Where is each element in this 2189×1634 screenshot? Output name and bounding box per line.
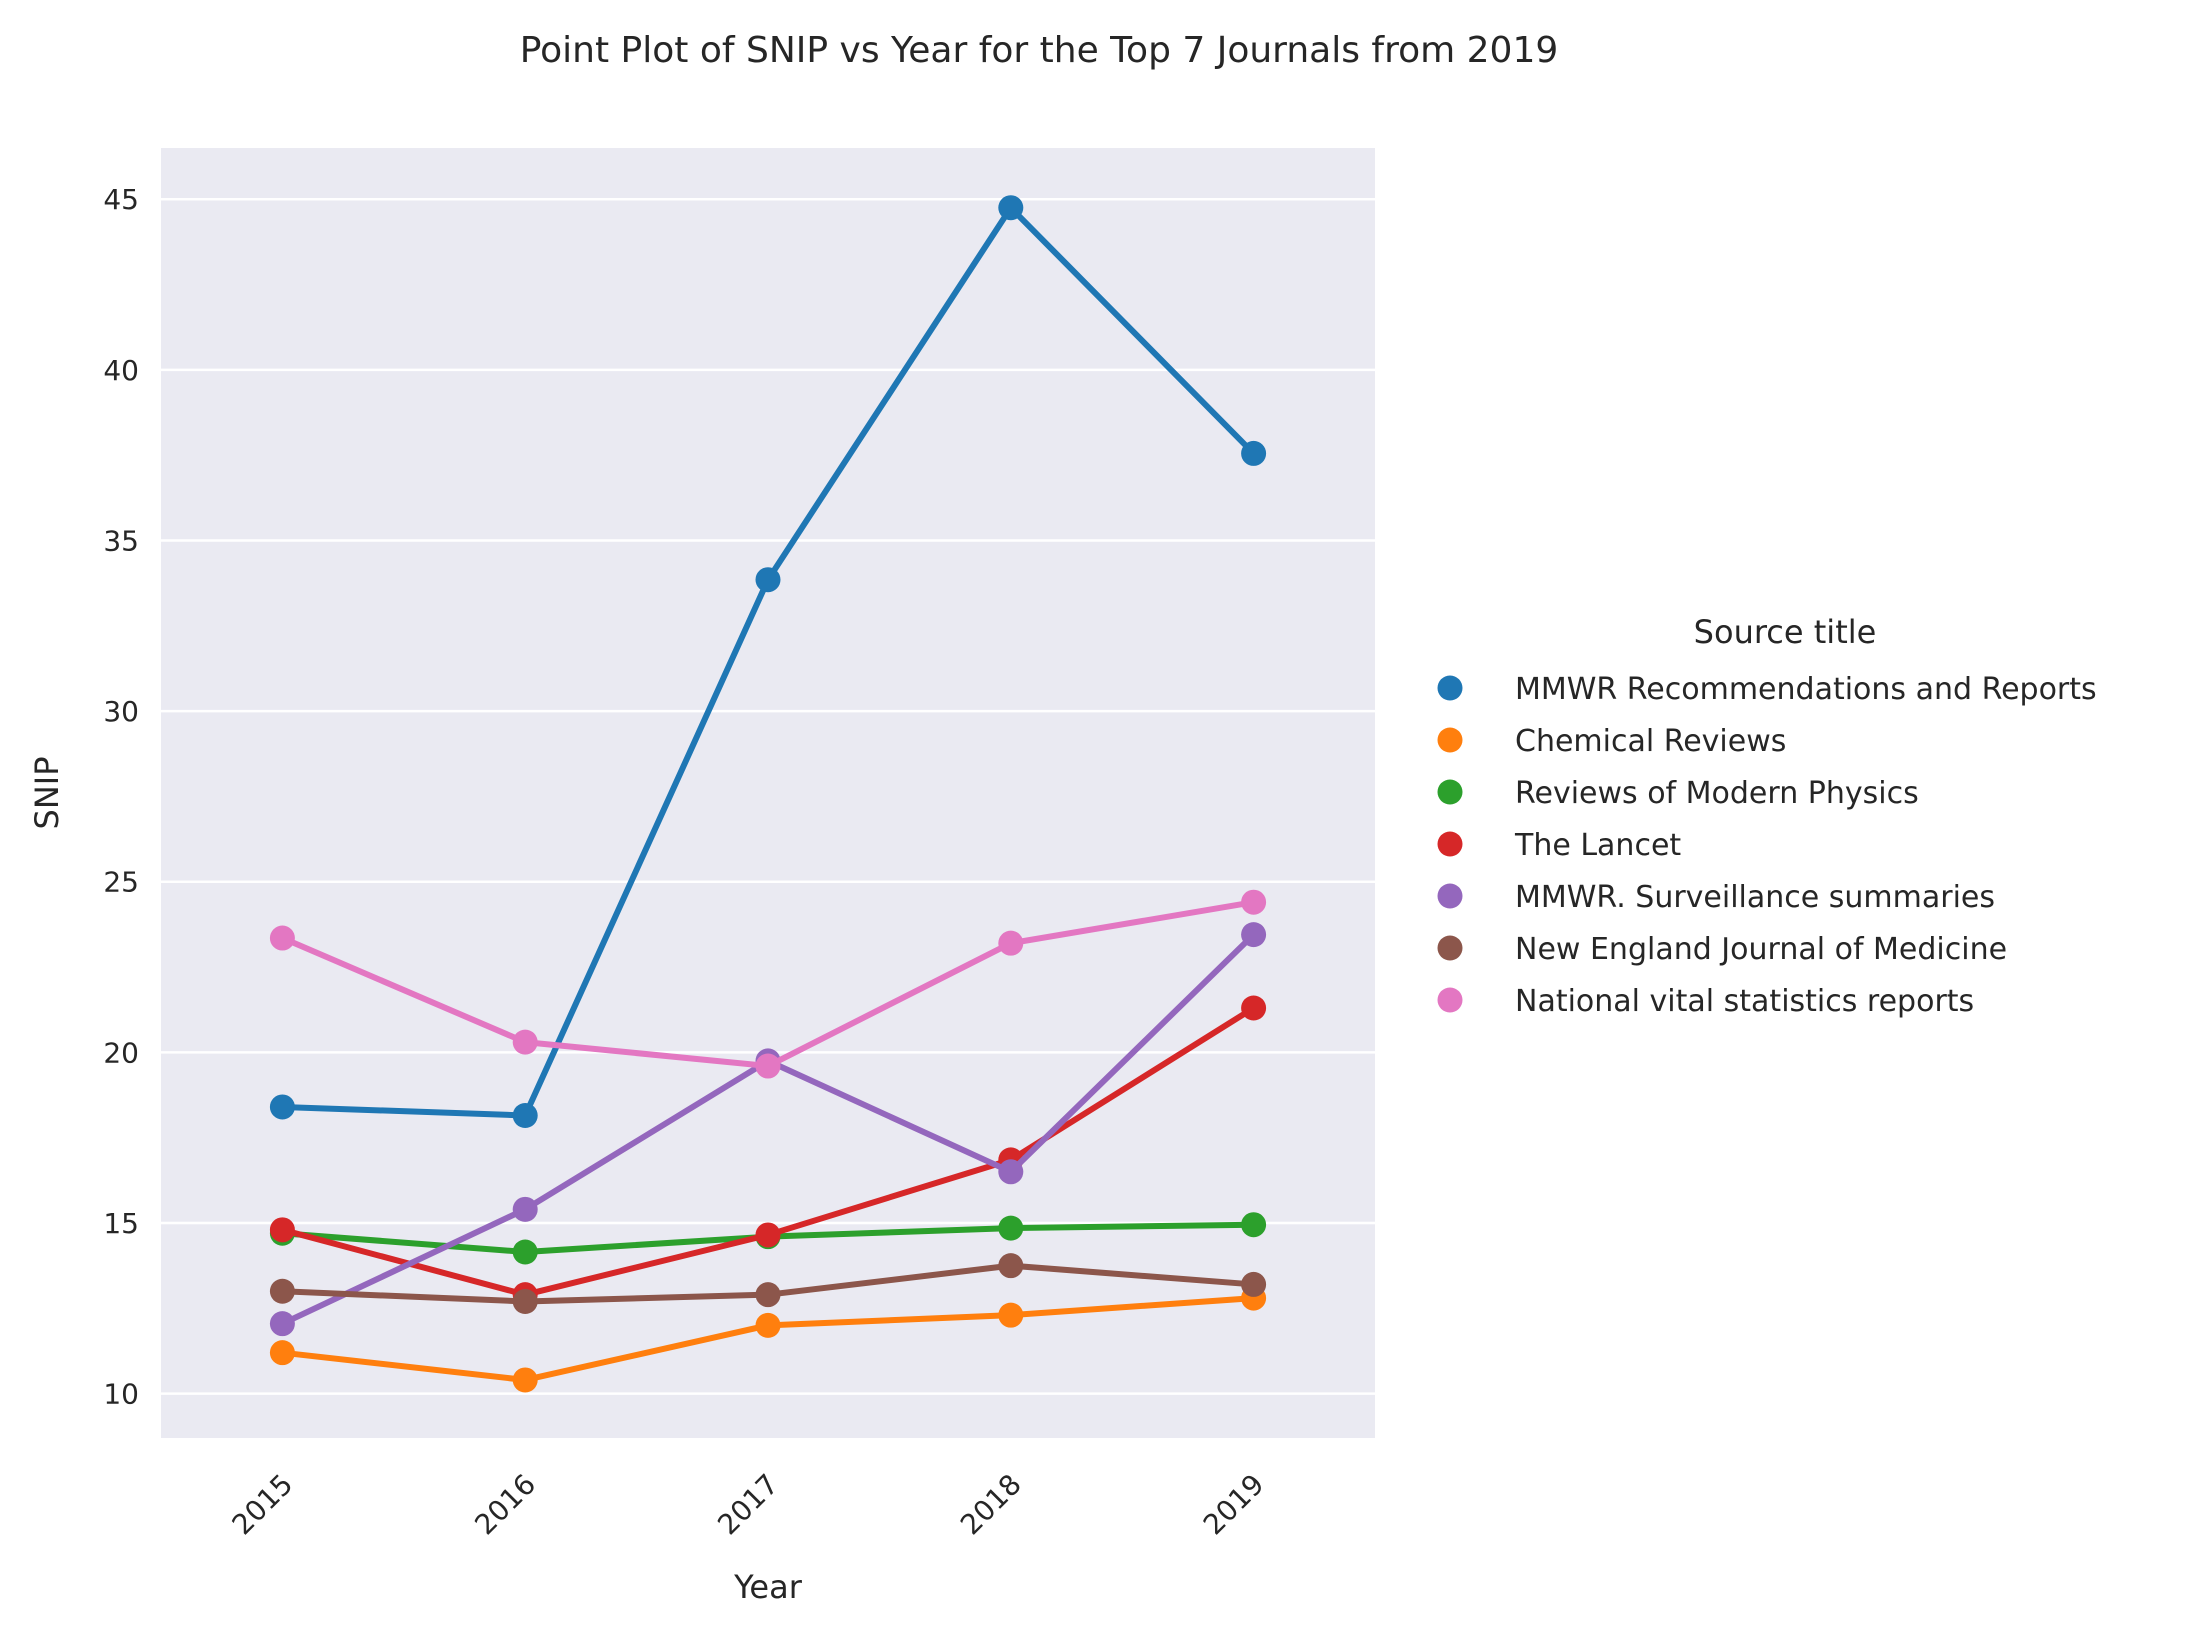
y-tick-label: 25: [103, 866, 139, 899]
data-point: [1241, 1212, 1267, 1238]
legend-marker: [1437, 779, 1463, 805]
data-point: [512, 1367, 538, 1393]
legend-entry-label: New England Journal of Medicine: [1515, 932, 2007, 967]
x-tick-label: 2019: [1197, 1468, 1271, 1542]
data-point: [512, 1239, 538, 1265]
x-tick-labels: 2015 2016 2017 2018 2019: [226, 1468, 1271, 1542]
data-point: [998, 930, 1024, 956]
data-point: [1241, 1271, 1267, 1297]
data-point: [1241, 889, 1267, 915]
data-point: [755, 1222, 781, 1248]
y-tick-label: 45: [103, 183, 139, 216]
y-tick-label: 30: [103, 695, 139, 728]
data-point: [512, 1029, 538, 1055]
legend-marker: [1437, 675, 1463, 701]
legend-entry-label: MMWR. Surveillance summaries: [1515, 880, 1995, 915]
data-point: [269, 1278, 295, 1304]
x-tick-label: 2017: [711, 1468, 785, 1542]
data-point: [755, 1282, 781, 1308]
legend-marker: [1437, 935, 1463, 961]
legend-entry-label: MMWR Recommendations and Reports: [1515, 672, 2097, 707]
data-point: [269, 925, 295, 951]
x-tick-label: 2016: [468, 1468, 542, 1542]
chart-title: Point Plot of SNIP vs Year for the Top 7…: [520, 30, 1559, 71]
data-point: [512, 1288, 538, 1314]
data-point: [512, 1196, 538, 1222]
x-axis-label: Year: [733, 1568, 803, 1606]
y-tick-label: 35: [103, 524, 139, 557]
legend-marker: [1437, 831, 1463, 857]
legend-entry-label: The Lancet: [1514, 828, 1681, 863]
data-point: [269, 1311, 295, 1337]
series-new-england-journal-of-medicine: [269, 1253, 1267, 1314]
y-axis-label: SNIP: [28, 757, 66, 830]
series-mmwr-recommendations-and-reports: [269, 195, 1267, 1128]
data-point: [269, 1094, 295, 1120]
legend-marker: [1437, 987, 1463, 1013]
data-point: [269, 1217, 295, 1243]
series-group: [269, 195, 1267, 1393]
legend-entry-label: Chemical Reviews: [1515, 724, 1786, 759]
legend-marker: [1437, 883, 1463, 909]
legend: Source title MMWR Recommendations and Re…: [1437, 613, 2097, 1019]
y-tick-label: 10: [103, 1378, 139, 1411]
data-point: [998, 1215, 1024, 1241]
series-the-lancet: [269, 995, 1267, 1308]
y-tick-label: 40: [103, 354, 139, 387]
series-national-vital-statistics-reports: [269, 889, 1267, 1079]
x-tick-label: 2015: [226, 1468, 300, 1542]
legend-entry-label: National vital statistics reports: [1515, 984, 1974, 1019]
data-point: [755, 1053, 781, 1079]
data-point: [1241, 995, 1267, 1021]
data-point: [998, 1253, 1024, 1279]
data-point: [998, 1159, 1024, 1185]
data-point: [755, 1312, 781, 1338]
data-point: [998, 1302, 1024, 1328]
y-tick-label: 15: [103, 1207, 139, 1240]
data-point: [512, 1103, 538, 1128]
data-point: [269, 1340, 295, 1366]
legend-title: Source title: [1694, 613, 1877, 651]
data-point: [1241, 922, 1267, 948]
legend-marker: [1437, 727, 1463, 753]
x-tick-label: 2018: [954, 1468, 1028, 1542]
y-tick-label: 20: [103, 1036, 139, 1069]
data-point: [755, 567, 781, 593]
y-tick-labels: 10 15 20 25 30 35 40 45: [103, 183, 139, 1410]
data-point: [998, 195, 1024, 221]
legend-entry-label: Reviews of Modern Physics: [1515, 776, 1919, 811]
data-point: [1241, 440, 1267, 466]
